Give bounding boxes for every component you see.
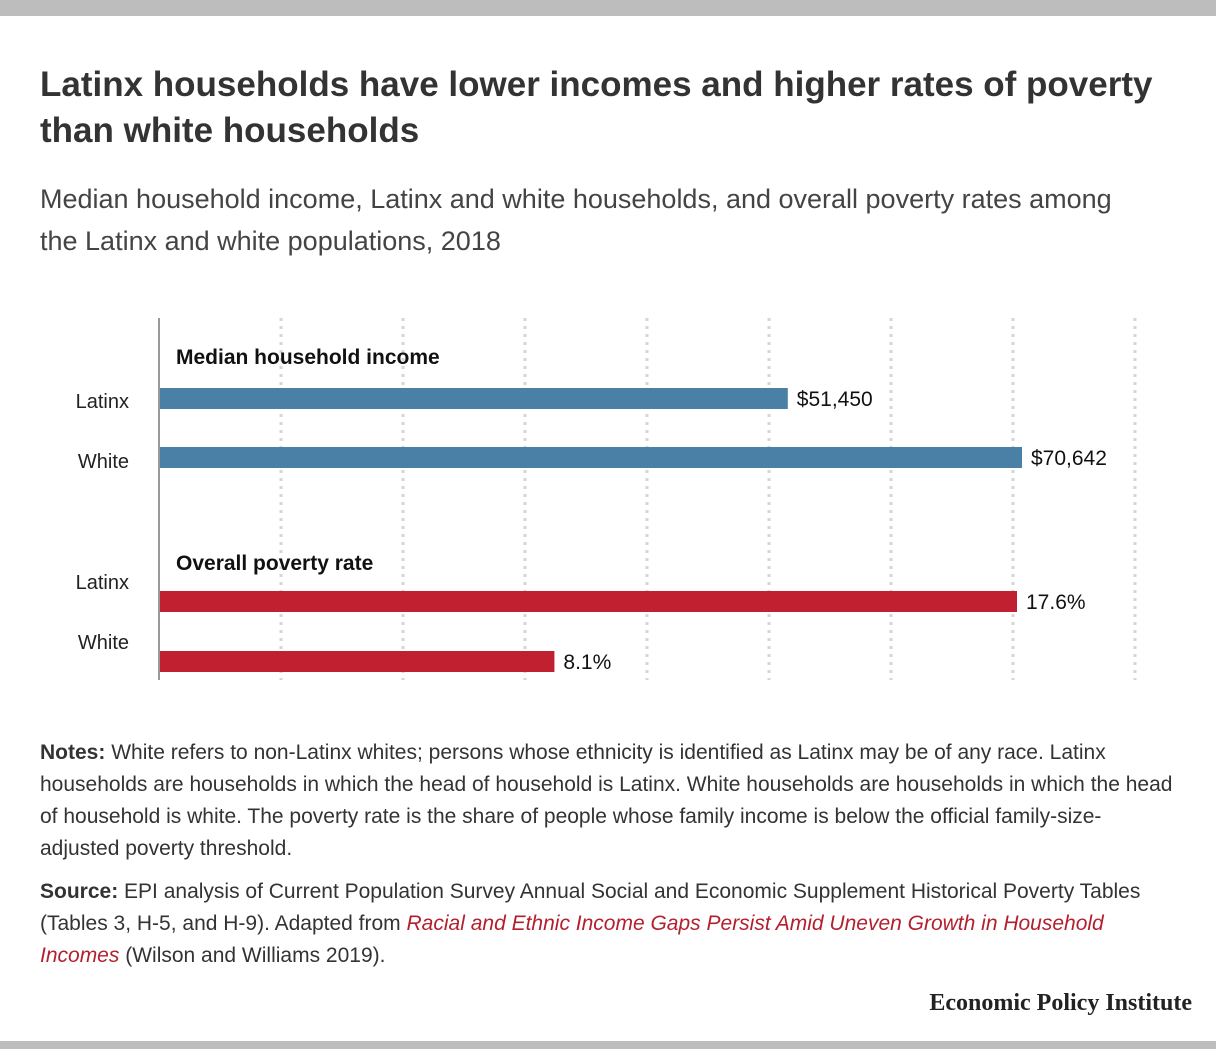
- source-report-link[interactable]: Racial and Ethnic Income Gaps Persist Am…: [40, 912, 1104, 967]
- data-label: $70,642: [1031, 447, 1107, 470]
- bar: [160, 388, 788, 409]
- bar: [160, 591, 1017, 612]
- data-label: 8.1%: [563, 651, 611, 674]
- notes-label: Notes:: [40, 741, 106, 764]
- source-text: EPI analysis of Current Population Surve…: [40, 880, 1141, 935]
- source-citation: (Wilson and Williams 2019).: [125, 944, 386, 967]
- data-label: $51,450: [797, 388, 873, 411]
- group-title: Median household income: [176, 346, 440, 369]
- category-label: White: [78, 451, 129, 473]
- epi-logo: Economic Policy Institute: [929, 990, 1192, 1016]
- chart-source: Source: EPI analysis of Current Populati…: [40, 876, 1180, 972]
- category-label: White: [78, 632, 129, 654]
- data-label: 17.6%: [1026, 591, 1086, 614]
- notes-text: White refers to non-Latinx whites; perso…: [40, 741, 1173, 860]
- source-label: Source:: [40, 880, 119, 903]
- bar: [160, 447, 1022, 468]
- bar: [160, 651, 555, 672]
- bar-chart: Median household income Latinx $51,450 Whit…: [76, 318, 1137, 680]
- category-label: Latinx: [76, 572, 129, 594]
- category-label: Latinx: [76, 391, 129, 413]
- top-rule: [0, 0, 1216, 16]
- chart-title: Latinx households have lower incomes and…: [40, 65, 1153, 150]
- chart-subtitle: Median household income, Latinx and whit…: [40, 184, 1112, 256]
- chart-notes: Notes: White refers to non-Latinx whites…: [40, 737, 1180, 865]
- bottom-rule: [0, 1041, 1216, 1049]
- group-title: Overall poverty rate: [176, 552, 373, 575]
